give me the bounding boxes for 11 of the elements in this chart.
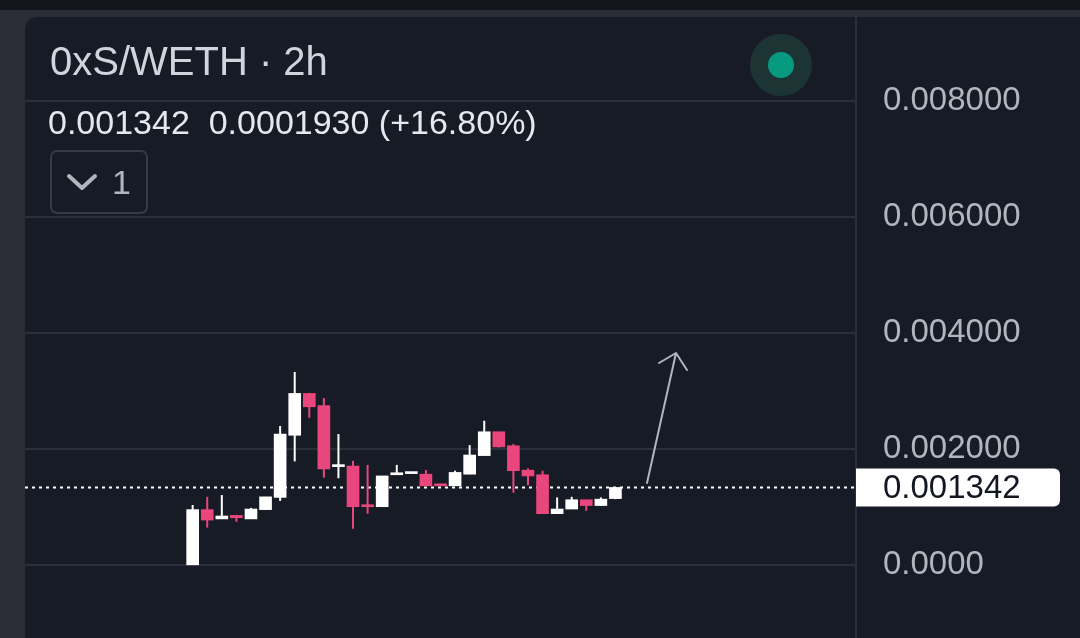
text: 0xS/WETH · 2h: [50, 38, 328, 85]
y-tick-label: 0.002000: [883, 428, 1021, 466]
y-tick-label: 0.0000: [883, 544, 984, 582]
ref-line-label: 0.001342: [883, 467, 1021, 505]
y-tick-label: 0.006000: [883, 195, 1021, 233]
y-tick-label: 0.004000: [883, 312, 1021, 350]
candlestick: [361, 464, 374, 514]
text: 0.001342 0.0001930 (+16.80%): [48, 102, 537, 142]
annotation: 1: [112, 162, 131, 202]
candlestick: [332, 434, 345, 479]
y-tick-label: 0.008000: [883, 79, 1021, 117]
